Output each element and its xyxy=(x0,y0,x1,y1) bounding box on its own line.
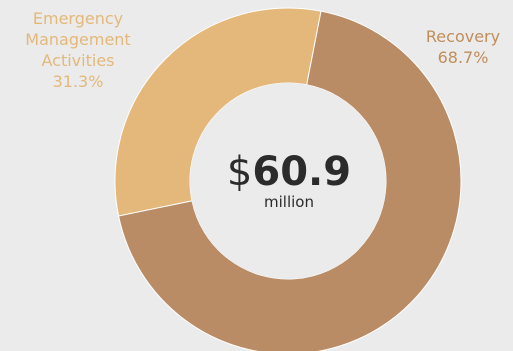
slice-percent-label: 31.3% xyxy=(52,72,104,91)
slice-label-line: Activities xyxy=(41,51,115,70)
slice-label-line: Management xyxy=(25,30,131,49)
slice-label-recovery: Recovery 68.7% xyxy=(414,26,512,68)
center-total-value: $60.9 xyxy=(214,148,364,196)
center-currency-symbol: $ xyxy=(226,149,253,195)
center-total-unit: million xyxy=(264,193,314,211)
center-total: $60.9 million xyxy=(214,148,364,210)
slice-label-emergency-management: Emergency Management Activities 31.3% xyxy=(0,8,156,92)
donut-center-hole xyxy=(190,83,386,279)
slice-percent-label: 68.7% xyxy=(437,48,489,67)
slice-label-line: Emergency xyxy=(32,9,124,28)
slice-label-line: Recovery xyxy=(425,27,501,46)
center-total-number: 60.9 xyxy=(252,149,352,195)
